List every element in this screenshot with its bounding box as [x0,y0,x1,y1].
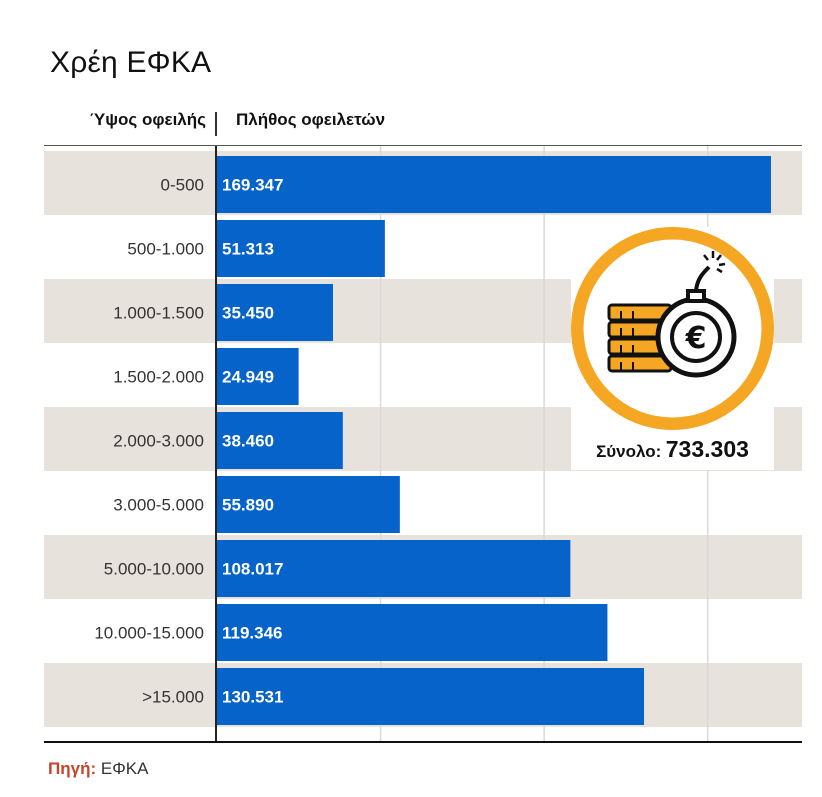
bar-value-label: 51.313 [222,240,274,259]
value-column-header: Πλήθος οφειλετών [236,110,386,129]
category-label: 1.500-2.000 [113,368,204,387]
bar-value-label: 35.450 [222,304,274,323]
chart-title: Χρέη ΕΦΚΑ [50,46,212,79]
bar-value-label: 119.346 [222,624,283,643]
source-label: Πηγή: [48,759,97,778]
bar-value-label: 38.460 [222,432,274,451]
bar-value-label: 108.017 [222,560,283,579]
bar-8 [217,668,645,725]
svg-text:€: € [685,321,707,356]
total-value: 733.303 [665,436,749,462]
euro-bomb-coins-icon: € [571,227,774,430]
header-divider [44,145,802,146]
total-count: Σύνολο: 733.303 [571,436,774,463]
bar-value-label: 55.890 [222,496,274,515]
source-note: Πηγή: ΕΦΚΑ [48,759,149,779]
bar-value-label: 130.531 [222,688,283,707]
category-column-header: Ύψος οφειλής [89,110,206,129]
bar-5 [217,476,400,533]
category-label: 5.000-10.000 [104,560,204,579]
bar-0 [217,156,771,213]
bar-value-label: 169.347 [222,176,283,195]
category-label: 1.000-1.500 [113,304,204,323]
total-badge: € Σύνολο: 733.303 [571,227,774,470]
total-label: Σύνολο: [596,442,662,461]
category-label: 10.000-15.000 [94,624,204,643]
category-label: 500-1.000 [127,240,204,259]
bar-4 [217,412,343,469]
chart-bottom-rule [44,741,802,743]
category-label: >15.000 [142,688,204,707]
category-label: 0-500 [161,176,204,195]
bar-6 [217,540,571,597]
header-separator [215,112,217,136]
bar-7 [217,604,608,661]
bar-1 [217,220,385,277]
bar-value-label: 24.949 [222,368,274,387]
category-label: 3.000-5.000 [113,496,204,515]
category-label: 2.000-3.000 [113,432,204,451]
bar-3 [217,348,299,405]
source-value: ΕΦΚΑ [100,759,149,778]
bar-2 [217,284,333,341]
